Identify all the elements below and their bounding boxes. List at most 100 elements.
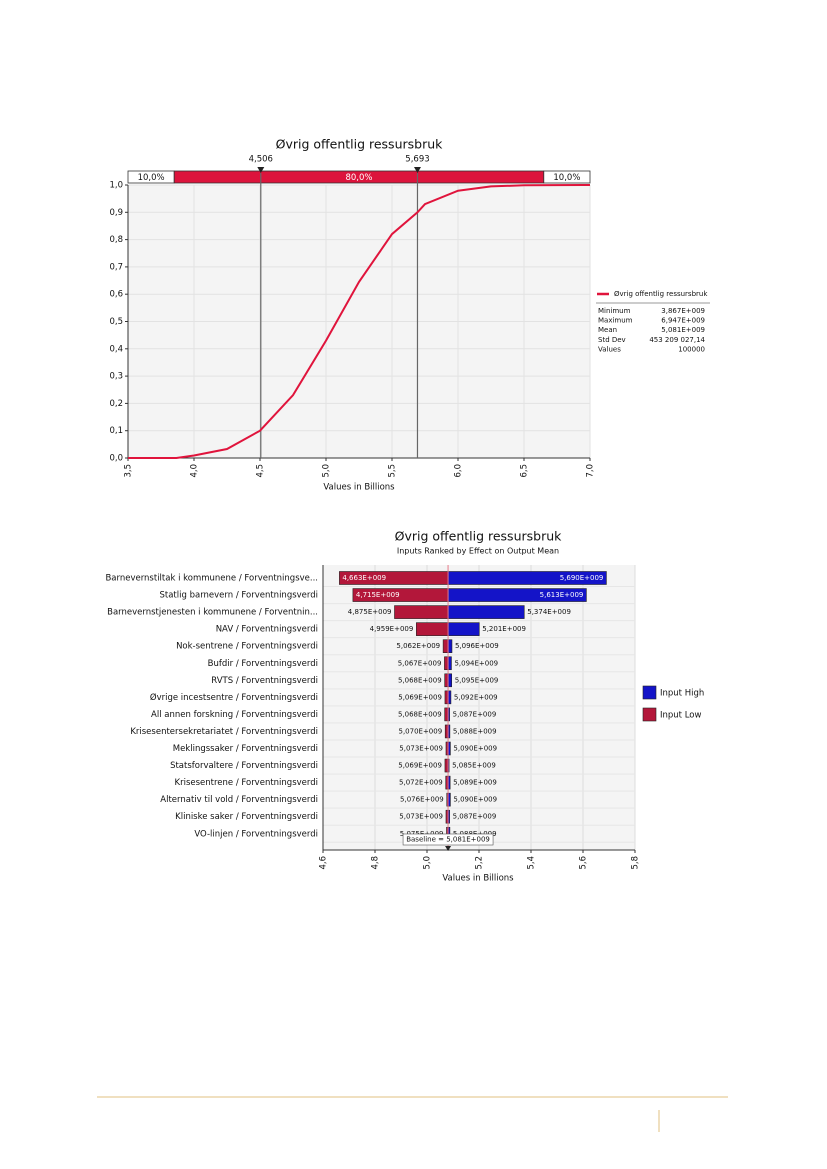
marker-triangle: [413, 167, 421, 173]
value-label: 5,068E+009: [398, 676, 442, 684]
cdf-chart: Øvrig offentlig ressursbruk 0,0 0,1 0,2 0,3 0…: [109, 137, 710, 493]
value-label: 5,088E+009: [453, 727, 497, 735]
stat-label: Values: [598, 345, 621, 353]
value-label: 5,090E+009: [453, 745, 497, 753]
legend-label: Input High: [660, 689, 704, 699]
band-label: 80,0%: [345, 173, 372, 183]
y-tick-label: 0,7: [109, 262, 123, 272]
value-label: 5,073E+009: [399, 813, 443, 821]
value-label: 5,070E+009: [398, 727, 442, 735]
category-label: All annen forskning / Forventningsverdi: [151, 710, 318, 720]
x-axis-label: Values in Billions: [323, 483, 395, 493]
x-axis-label: Values in Billions: [442, 874, 514, 884]
y-tick-label: 0,4: [109, 344, 123, 354]
tornado-bar: [447, 639, 453, 654]
y-tick-label: 0,3: [109, 372, 123, 382]
category-label: NAV / Forventningsverdi: [216, 625, 318, 635]
category-label: Barnevernstjenesten i kommunene / Forven…: [107, 608, 318, 618]
value-label: 5,095E+009: [455, 676, 499, 684]
value-label: 5,069E+009: [398, 762, 442, 770]
value-label: 4,663E+009: [342, 574, 386, 582]
stat-label: Mean: [598, 326, 617, 334]
category-label: VO-linjen / Forventningsverdi: [194, 829, 318, 839]
tornado-bar: [447, 656, 452, 671]
cdf-line: [128, 184, 590, 459]
marker-label: 4,506: [249, 155, 273, 165]
y-tick-label: 0,6: [109, 290, 123, 300]
baseline-triangle: [445, 846, 452, 851]
value-label: 5,067E+009: [398, 659, 442, 667]
stat-label: Std Dev: [598, 336, 626, 344]
category-label: Øvrige incestsentre / Forventningsverdi: [150, 692, 318, 703]
x-tick-label: 5,5: [388, 464, 398, 478]
category-label: Barnevernstiltak i kommunene / Forventni…: [105, 574, 318, 584]
value-label: 5,087E+009: [453, 813, 497, 821]
value-label: 5,069E+009: [398, 693, 442, 701]
tornado-bar: [444, 707, 449, 722]
x-tick-label: 6,0: [454, 464, 464, 478]
value-label: 5,201E+009: [482, 625, 526, 633]
stat-value: 453 209 027,14: [649, 336, 705, 344]
chart-subtitle: Inputs Ranked by Effect on Output Mean: [397, 547, 559, 556]
y-tick-label: 0,2: [109, 399, 123, 409]
y-tick-label: 0,9: [109, 208, 123, 218]
category-label: Krisesentrene / Forventningsverdi: [175, 778, 318, 788]
legend-label: Øvrig offentlig ressursbruk: [614, 290, 708, 298]
value-label: 5,076E+009: [400, 796, 444, 804]
value-label: 5,096E+009: [455, 642, 499, 650]
legend-label: Input Low: [660, 711, 701, 721]
tornado-bar: [442, 639, 449, 654]
tornado-bar: [444, 656, 449, 671]
category-label: Meklingssaker / Forventningsverdi: [173, 744, 318, 754]
band-segment: [543, 170, 591, 184]
tornado-bar: [416, 622, 449, 636]
chart-title: Øvrig offentlig ressursbruk: [276, 137, 444, 152]
tornado-bar: [447, 622, 480, 636]
x-tick-label: 4,6: [319, 856, 329, 870]
y-tick-label: 1,0: [109, 181, 123, 191]
marker-label: 5,693: [405, 155, 429, 165]
value-label: 5,374E+009: [527, 608, 571, 616]
stat-value: 100000: [678, 345, 705, 353]
x-tick-label: 7,0: [586, 464, 596, 478]
x-tick-label: 5,0: [322, 464, 332, 478]
category-label: Statsforvaltere / Forventningsverdi: [170, 761, 318, 771]
value-label: 5,072E+009: [399, 779, 443, 787]
value-label: 5,690E+009: [560, 574, 604, 582]
category-label: Statlig barnevern / Forventningsverdi: [160, 591, 319, 601]
value-label: 5,087E+009: [453, 710, 497, 718]
category-label: Krisesentersekretariatet / Forventningsv…: [130, 727, 318, 737]
stat-label: Maximum: [598, 317, 633, 325]
tornado-bar: [447, 605, 525, 619]
value-label: 4,875E+009: [348, 608, 392, 616]
category-label: Bufdir / Forventningsverdi: [208, 659, 318, 669]
band-label: 10,0%: [138, 173, 165, 183]
value-label: 5,094E+009: [454, 659, 498, 667]
tornado-chart: Øvrig offentlig ressursbruk Inputs Ranked…: [105, 529, 704, 884]
x-tick-label: 4,0: [190, 464, 200, 478]
category-label: Nok-sentrene / Forventningsverdi: [176, 642, 318, 652]
x-tick-label: 5,4: [527, 856, 537, 870]
value-label: 5,089E+009: [453, 779, 497, 787]
value-label: 5,613E+009: [540, 591, 584, 599]
band-label: 10,0%: [553, 173, 580, 183]
chart-title: Øvrig offentlig ressursbruk: [395, 529, 563, 544]
y-tick-label: 0,8: [109, 235, 123, 245]
x-tick-label: 5,8: [631, 856, 641, 870]
x-tick-label: 5,0: [423, 856, 433, 870]
legend-swatch: [642, 685, 657, 700]
y-tick-label: 0,1: [109, 426, 123, 436]
x-tick-label: 3,5: [124, 464, 134, 478]
x-tick-label: 5,6: [579, 856, 589, 870]
x-tick-label: 4,5: [256, 464, 266, 478]
value-label: 4,715E+009: [356, 591, 400, 599]
y-tick-label: 0,5: [109, 317, 123, 327]
stat-value: 5,081E+009: [661, 326, 705, 334]
tornado-bar: [394, 605, 449, 619]
x-tick-label: 6,5: [520, 464, 530, 478]
value-label: 5,068E+009: [398, 710, 442, 718]
value-label: 5,085E+009: [452, 762, 496, 770]
tornado-bar: [444, 673, 449, 688]
marker-triangle: [257, 167, 265, 173]
value-label: 5,062E+009: [396, 642, 440, 650]
